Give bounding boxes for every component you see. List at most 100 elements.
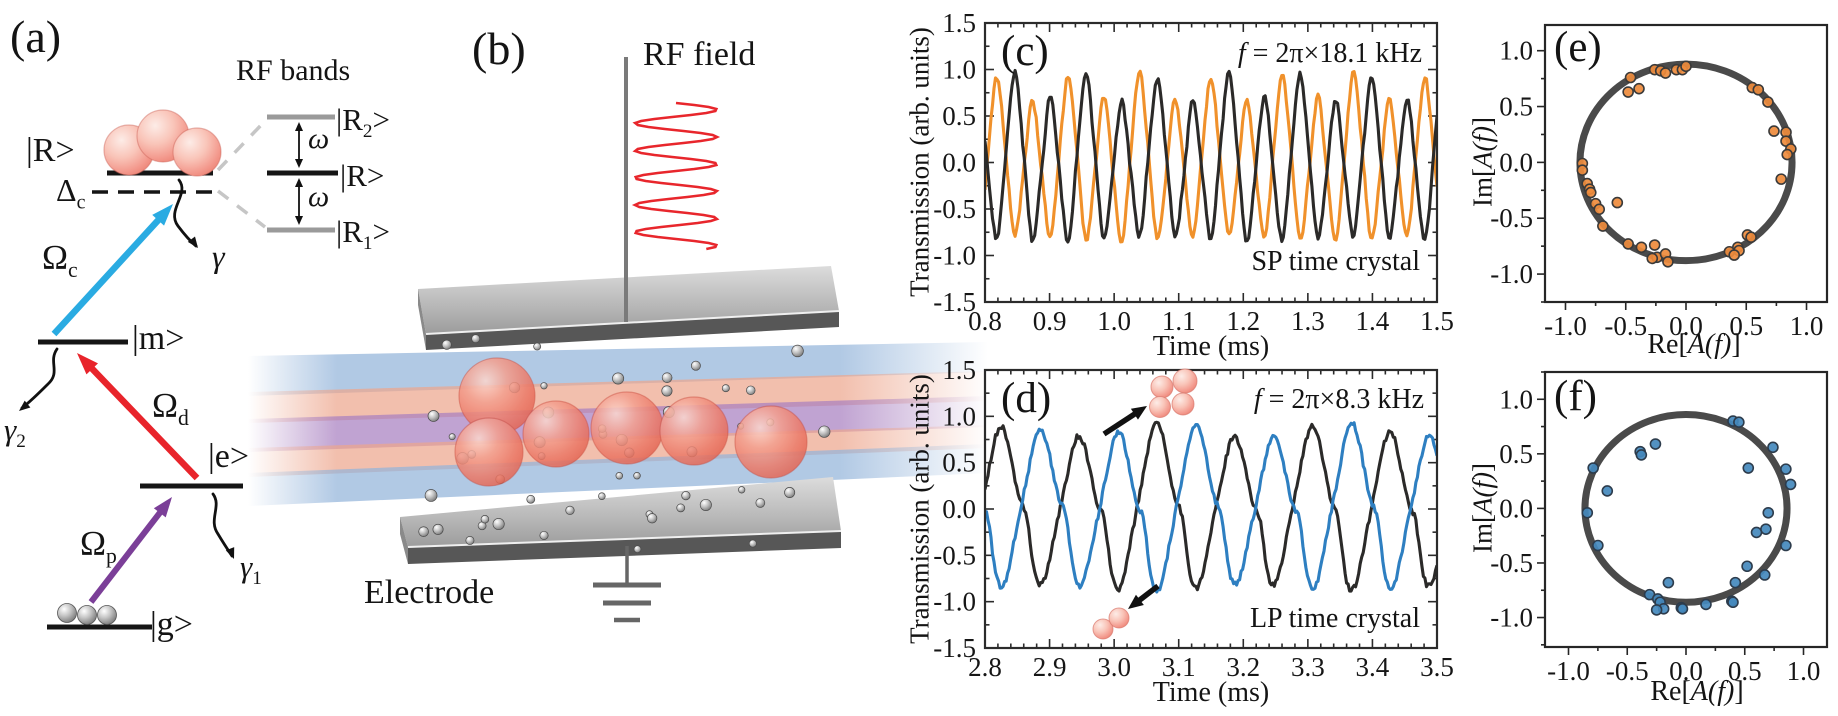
axis-tick-labels: -1.0 -0.5 0.0 0.5 1.0 -1.0 -0.5 0.0 0.5 1.0 — [1490, 36, 1823, 341]
electrode-top — [418, 266, 840, 350]
series-transmission-black — [985, 68, 1437, 244]
data-point — [1745, 231, 1757, 244]
gray-atom-icon — [681, 491, 691, 501]
data-point — [1650, 604, 1663, 616]
x-tick-label: 2.8 — [968, 652, 1002, 682]
y-tick-label: 1.5 — [942, 8, 976, 38]
red-superatom-icon — [590, 391, 664, 465]
gray-atom-icon — [721, 384, 730, 393]
series-transmission-black — [985, 420, 1437, 593]
y-tick-label: -1.0 — [1490, 259, 1533, 289]
data-point — [1635, 241, 1648, 254]
decay-arrow-gamma — [173, 178, 198, 248]
data-point — [1728, 249, 1741, 261]
axis-tick-labels: -1.0 -0.5 0.0 0.5 1.0 -1.0 -0.5 0.0 0.5 1.0 — [1490, 384, 1820, 686]
coupling-arrow-omega-p — [88, 497, 172, 604]
pink-atom-icon — [1108, 607, 1130, 629]
data-point — [1775, 173, 1788, 185]
x-tick-label: 0.5 — [1729, 311, 1763, 341]
gray-atom-icon — [57, 603, 77, 623]
y-tick-label: 0.0 — [1499, 493, 1533, 523]
gray-atom-icon — [565, 505, 575, 516]
data-point — [1662, 576, 1675, 589]
pink-atom-icon — [1172, 368, 1198, 394]
y-tick-label: -0.5 — [933, 194, 976, 224]
axis-tick-labels: 0.8 0.9 1.0 1.1 1.2 1.3 1.4 1.5 -1.5 -1.0 -0.5 0.0 0… — [933, 8, 1454, 336]
data-point — [1742, 462, 1755, 474]
gray-atom-icon — [676, 503, 686, 513]
data-point — [1784, 478, 1797, 491]
series-transmission-orange — [985, 69, 1437, 244]
y-tick-label: -1.0 — [1490, 603, 1533, 633]
data-point — [1767, 441, 1779, 454]
gray-atom-icon — [424, 489, 438, 502]
y-tick-label: -1.5 — [933, 633, 976, 663]
ground-atoms-icon — [57, 603, 117, 625]
gray-atom-icon — [418, 526, 429, 537]
gray-atom-icon — [661, 372, 673, 383]
panel-a-diagram — [19, 109, 338, 630]
band-connector-upper — [216, 119, 267, 172]
gray-atom-icon — [784, 487, 796, 498]
x-tick-label: 0.9 — [1033, 306, 1067, 336]
y-tick-label: 0.5 — [942, 448, 976, 478]
data-point — [1584, 186, 1597, 199]
x-tick-label: 3.2 — [1226, 652, 1260, 682]
gray-atom-icon — [441, 339, 452, 350]
data-point — [1752, 83, 1765, 96]
y-tick-label: 1.5 — [942, 355, 976, 385]
gray-atom-icon — [748, 539, 757, 548]
gray-atom-icon — [526, 494, 536, 504]
x-tick-label: 1.0 — [1787, 656, 1821, 686]
gray-atom-icon — [661, 385, 673, 397]
plot-frame — [1543, 23, 1829, 304]
data-point — [1611, 196, 1624, 209]
x-tick-label: 2.9 — [1033, 652, 1067, 682]
waveforms — [985, 68, 1437, 244]
data-point — [1762, 96, 1774, 108]
data-point — [1649, 438, 1662, 450]
laser-beam — [248, 342, 988, 396]
data-point — [1700, 598, 1712, 611]
x-tick-label: 3.3 — [1291, 652, 1325, 682]
gray-atom-icon — [791, 344, 804, 358]
pink-atom-icon — [1171, 392, 1195, 416]
data-point — [1622, 238, 1634, 250]
axis-ticks — [1537, 49, 1808, 310]
gray-atom-icon — [492, 518, 505, 531]
gray-atom-icon — [540, 382, 548, 390]
gray-atom-icon — [465, 536, 475, 545]
data-point — [1676, 603, 1689, 615]
gray-atom-icon — [448, 433, 456, 441]
x-tick-label: 0.0 — [1669, 311, 1703, 341]
data-point — [1758, 569, 1771, 581]
series-transmission-blue — [985, 421, 1437, 594]
data-point — [1646, 252, 1659, 265]
gray-atom-icon — [818, 425, 831, 438]
data-point — [1581, 506, 1594, 519]
red-superatom-icon — [659, 396, 729, 466]
gray-atom-icon — [647, 513, 658, 524]
data-point — [1622, 86, 1634, 98]
y-tick-label: 0.5 — [1499, 92, 1533, 122]
pink-atom-icon — [172, 127, 222, 177]
gray-atom-icon — [432, 523, 444, 535]
gray-atom-icon — [755, 498, 766, 508]
waveforms — [985, 420, 1437, 594]
x-tick-label: -0.5 — [1604, 311, 1647, 341]
rydberg-superatom-icon — [103, 109, 222, 177]
data-point — [1576, 164, 1589, 177]
gray-atom-icon — [699, 498, 712, 512]
gray-atom-icon — [633, 472, 641, 480]
gray-atom-icon — [690, 360, 701, 371]
ground-icon — [593, 546, 661, 623]
y-tick-label: 1.0 — [942, 401, 976, 431]
electrode-bottom — [400, 477, 842, 564]
gray-atom-icon — [738, 486, 746, 494]
annotation-arrow-pair — [1128, 583, 1160, 609]
rf-splitting-arrow-lower — [295, 178, 303, 225]
chart-panel-c: 0.8 0.9 1.0 1.1 1.2 1.3 1.4 1.5 -1.5 -1.0 -0.5 0.0 0… — [933, 8, 1454, 336]
plot-frame — [1543, 370, 1829, 649]
data-point — [1760, 523, 1772, 535]
